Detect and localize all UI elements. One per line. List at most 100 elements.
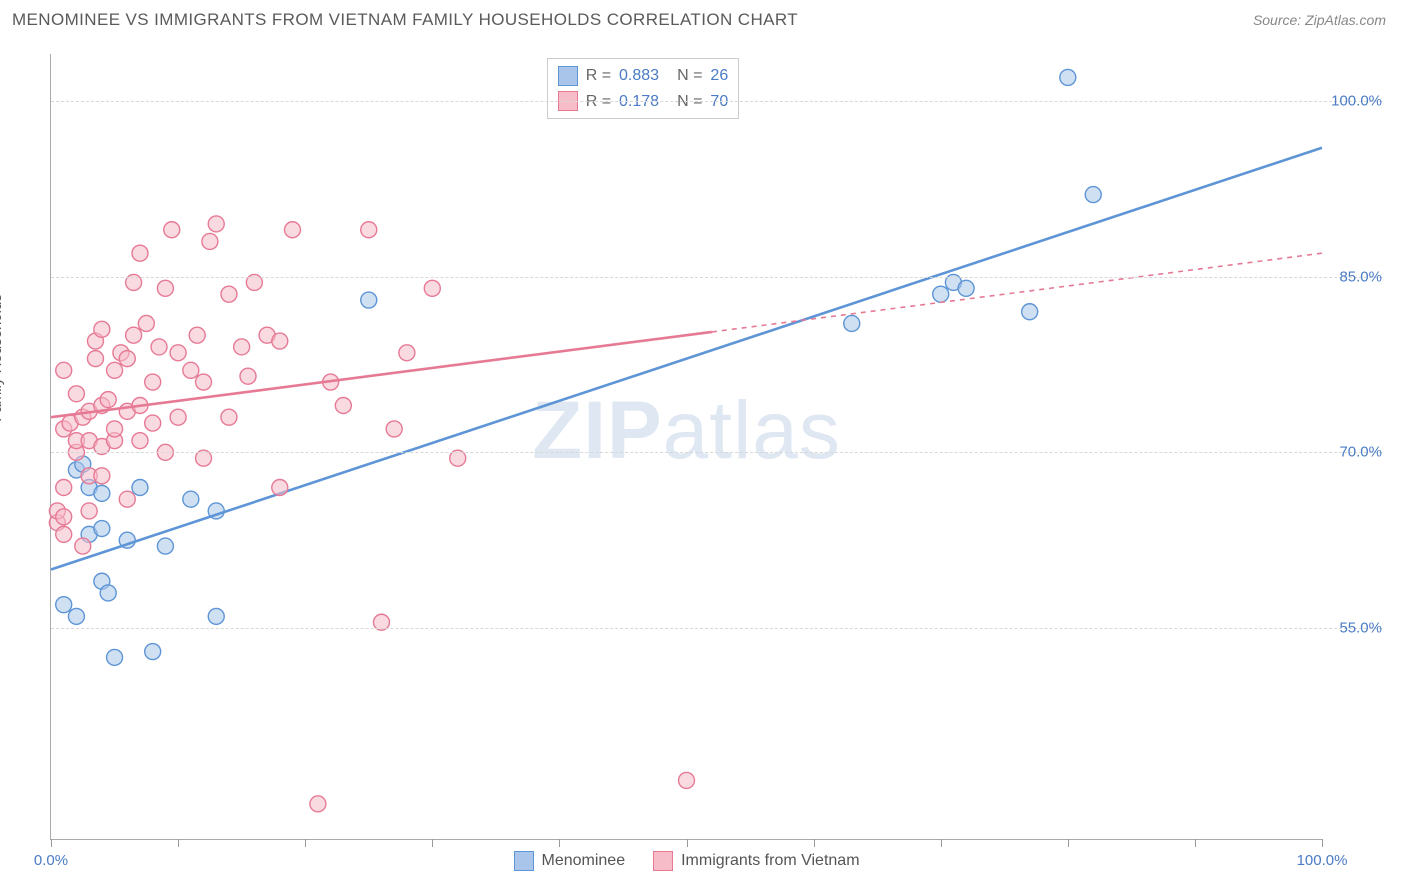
gridline	[51, 452, 1382, 453]
data-point	[170, 345, 186, 361]
data-point	[361, 292, 377, 308]
data-point	[132, 245, 148, 261]
x-tick	[178, 839, 179, 847]
stat-r-label: R =	[586, 63, 611, 89]
data-point	[164, 222, 180, 238]
data-point	[272, 480, 288, 496]
data-point	[68, 386, 84, 402]
data-point	[81, 503, 97, 519]
data-point	[94, 468, 110, 484]
x-tick	[941, 839, 942, 847]
data-point	[151, 339, 167, 355]
data-point	[844, 315, 860, 331]
x-tick	[432, 839, 433, 847]
data-point	[208, 216, 224, 232]
legend-swatch	[653, 851, 673, 871]
data-point	[933, 286, 949, 302]
data-point	[335, 397, 351, 413]
data-point	[75, 538, 91, 554]
plot-area: ZIPatlas R =0.883N =26R =0.178N =70 Meno…	[50, 54, 1322, 840]
data-point	[386, 421, 402, 437]
data-point	[234, 339, 250, 355]
data-point	[221, 409, 237, 425]
stat-r-value: 0.883	[619, 63, 659, 89]
data-point	[100, 392, 116, 408]
y-axis-label: Family Households	[0, 294, 5, 422]
stat-n-label: N =	[677, 63, 702, 89]
data-point	[107, 421, 123, 437]
data-point	[170, 409, 186, 425]
gridline	[51, 277, 1382, 278]
data-point	[87, 351, 103, 367]
stats-legend-box: R =0.883N =26R =0.178N =70	[547, 58, 740, 119]
gridline	[51, 101, 1382, 102]
scatter-overlay	[51, 54, 1322, 839]
x-tick	[305, 839, 306, 847]
data-point	[56, 480, 72, 496]
x-tick	[814, 839, 815, 847]
legend-label: Immigrants from Vietnam	[681, 852, 859, 870]
data-point	[94, 321, 110, 337]
stat-n-value: 26	[710, 63, 728, 89]
data-point	[56, 362, 72, 378]
data-point	[119, 351, 135, 367]
y-tick-label: 55.0%	[1326, 620, 1382, 637]
data-point	[679, 772, 695, 788]
data-point	[399, 345, 415, 361]
y-tick-label: 100.0%	[1326, 92, 1382, 109]
data-point	[361, 222, 377, 238]
data-point	[310, 796, 326, 812]
legend-item: Menominee	[513, 851, 625, 871]
data-point	[240, 368, 256, 384]
page-title: MENOMINEE VS IMMIGRANTS FROM VIETNAM FAM…	[12, 10, 798, 30]
data-point	[56, 597, 72, 613]
data-point	[138, 315, 154, 331]
gridline	[51, 628, 1382, 629]
x-tick	[1322, 839, 1323, 847]
y-tick-label: 70.0%	[1326, 444, 1382, 461]
legend-swatch	[513, 851, 533, 871]
data-point	[56, 509, 72, 525]
data-point	[107, 362, 123, 378]
series-legend: Menominee Immigrants from Vietnam	[513, 851, 859, 871]
data-point	[272, 333, 288, 349]
data-point	[126, 327, 142, 343]
data-point	[68, 608, 84, 624]
data-point	[132, 480, 148, 496]
x-tick	[1195, 839, 1196, 847]
data-point	[100, 585, 116, 601]
data-point	[424, 280, 440, 296]
data-point	[145, 374, 161, 390]
data-point	[145, 644, 161, 660]
data-point	[56, 526, 72, 542]
x-tick	[559, 839, 560, 847]
stat-row: R = 0.883 N = 26	[558, 63, 729, 89]
data-point	[183, 362, 199, 378]
x-tick	[1068, 839, 1069, 847]
data-point	[94, 485, 110, 501]
data-point	[119, 491, 135, 507]
data-point	[157, 280, 173, 296]
legend-label: Menominee	[541, 852, 625, 870]
correlation-chart: Family Households ZIPatlas R =0.883N =26…	[12, 42, 1394, 878]
data-point	[1022, 304, 1038, 320]
x-tick-label: 100.0%	[1297, 852, 1348, 869]
data-point	[1085, 187, 1101, 203]
data-point	[132, 433, 148, 449]
data-point	[208, 608, 224, 624]
legend-item: Immigrants from Vietnam	[653, 851, 859, 871]
data-point	[107, 649, 123, 665]
data-point	[183, 491, 199, 507]
y-tick-label: 85.0%	[1326, 268, 1382, 285]
trend-line-extrapolated	[712, 253, 1322, 332]
data-point	[196, 374, 212, 390]
legend-swatch	[558, 66, 578, 86]
x-tick	[687, 839, 688, 847]
source-attribution: Source: ZipAtlas.com	[1253, 12, 1386, 28]
trend-line	[51, 148, 1322, 570]
data-point	[94, 521, 110, 537]
x-tick	[51, 839, 52, 847]
x-tick-label: 0.0%	[34, 852, 68, 869]
data-point	[284, 222, 300, 238]
data-point	[1060, 69, 1076, 85]
